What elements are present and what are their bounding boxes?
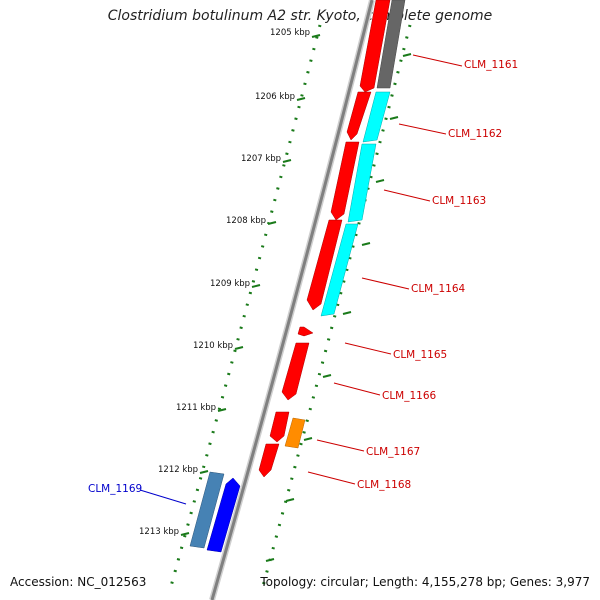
gene-label-clm-1169[interactable]: CLM_1169 xyxy=(88,483,142,495)
leader-1162 xyxy=(398,123,447,135)
cds-1168-forward[interactable] xyxy=(258,443,280,478)
tick-label-1205: 1205 kbp xyxy=(270,28,310,38)
tick-label-1207: 1207 kbp xyxy=(241,154,281,164)
leader-1168 xyxy=(307,471,356,485)
tick-label-1210: 1210 kbp xyxy=(193,341,233,351)
cds-1162-outer[interactable] xyxy=(362,91,391,143)
scale-tick xyxy=(389,116,399,120)
tick-label-1212: 1212 kbp xyxy=(158,465,198,475)
scale-tick xyxy=(296,97,306,101)
scale-tick xyxy=(375,179,385,183)
scale-arc-outer xyxy=(260,24,412,591)
scale-tick xyxy=(265,558,275,562)
tick-label-1211: 1211 kbp xyxy=(176,403,216,413)
cds-1169-b[interactable] xyxy=(206,477,241,553)
reverse-strand-cds xyxy=(189,471,241,553)
gene-label-clm-1166[interactable]: CLM_1166 xyxy=(382,390,437,402)
scale-tick xyxy=(285,498,295,502)
tick-label-1208: 1208 kbp xyxy=(226,216,266,226)
gene-label-clm-1162[interactable]: CLM_1162 xyxy=(448,128,502,140)
gene-label-clm-1168[interactable]: CLM_1168 xyxy=(357,479,411,491)
scale-tick xyxy=(180,532,190,536)
tick-label-1213: 1213 kbp xyxy=(139,527,179,537)
cds-1165-forward[interactable] xyxy=(297,326,314,337)
outer-ring-cds xyxy=(284,0,406,449)
gene-label-clm-1167[interactable]: CLM_1167 xyxy=(366,446,420,458)
tick-label-1209: 1209 kbp xyxy=(210,279,250,289)
scale-tick xyxy=(322,374,332,378)
cds-1164-outer[interactable] xyxy=(320,223,359,317)
cds-1163-outer[interactable] xyxy=(347,143,377,223)
cds-1161-outer[interactable] xyxy=(376,0,406,89)
leader-1163 xyxy=(383,189,431,202)
accession-label: Accession: NC_012563 xyxy=(10,575,147,589)
cds-1167-outer[interactable] xyxy=(284,417,306,449)
scale-tick xyxy=(361,242,371,246)
gene-label-clm-1165[interactable]: CLM_1165 xyxy=(393,349,447,361)
scale-tick xyxy=(342,311,352,315)
cds-1166-forward[interactable] xyxy=(281,342,310,401)
scale-tick xyxy=(251,284,261,288)
scale-tick xyxy=(303,437,313,441)
leader-1161 xyxy=(412,54,463,67)
scale-tick xyxy=(267,221,277,225)
leader-1169 xyxy=(139,489,187,505)
scale-tick xyxy=(234,346,244,350)
scale-tick xyxy=(402,53,412,57)
cds-1164-forward[interactable] xyxy=(306,219,343,311)
scale-ticks-outer xyxy=(265,53,412,562)
scale-tick xyxy=(282,159,292,163)
gene-label-clm-1164[interactable]: CLM_1164 xyxy=(411,283,466,295)
leader-1164 xyxy=(361,277,410,290)
cds-1163-forward[interactable] xyxy=(330,141,360,221)
leader-1167 xyxy=(316,439,365,452)
scale-tick xyxy=(217,408,227,412)
cds-1167-forward[interactable] xyxy=(269,411,290,443)
tick-label-1206: 1206 kbp xyxy=(255,92,295,102)
gene-label-clm-1161[interactable]: CLM_1161 xyxy=(464,59,518,71)
leader-1166 xyxy=(333,382,381,396)
scale-tick xyxy=(199,470,209,474)
genome-summary: Topology: circular; Length: 4,155,278 bp… xyxy=(260,575,590,589)
scale-arc-inner xyxy=(168,24,322,591)
cds-1162-forward[interactable] xyxy=(346,91,372,141)
leader-1165 xyxy=(344,342,392,355)
cds-1169-a[interactable] xyxy=(189,471,225,549)
scale-tick xyxy=(311,34,321,38)
gene-label-clm-1163[interactable]: CLM_1163 xyxy=(432,195,486,207)
genome-backbone-core xyxy=(210,0,374,600)
cds-1161-forward[interactable] xyxy=(359,0,391,93)
scale-ticks-inner xyxy=(180,34,321,536)
forward-strand-cds xyxy=(258,0,391,478)
